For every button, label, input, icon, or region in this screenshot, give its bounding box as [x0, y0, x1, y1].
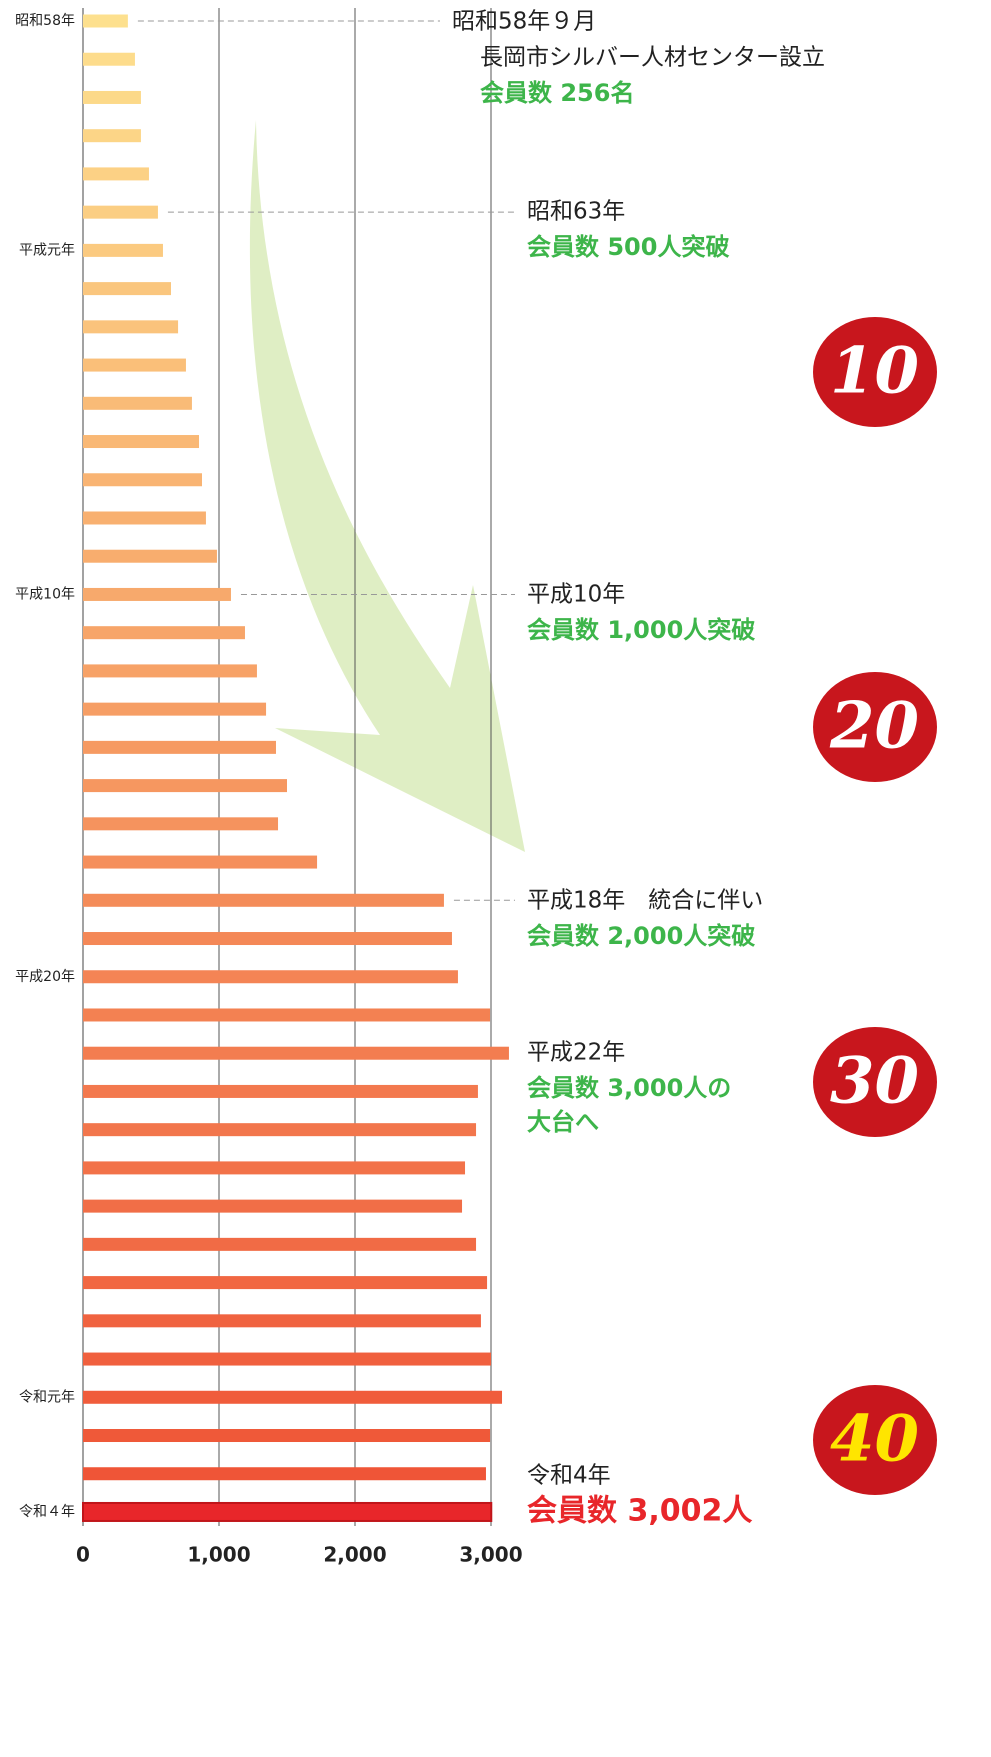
bar — [83, 15, 128, 28]
bar — [83, 932, 452, 945]
annotation-highlight: 会員数 256名 — [480, 79, 634, 107]
bar — [83, 664, 257, 677]
bar — [83, 397, 192, 410]
bar — [83, 856, 317, 869]
bar — [83, 970, 458, 983]
x-tick-label: 1,000 — [187, 1543, 250, 1567]
annotation-text: 昭和63年 — [527, 199, 625, 225]
y-tick-label: 昭和58年 — [15, 13, 75, 29]
bar — [83, 1314, 481, 1327]
y-tick-label: 平成10年 — [15, 586, 75, 602]
bar — [83, 741, 276, 754]
bar — [83, 53, 135, 66]
bar — [83, 626, 245, 639]
annotation-highlight: 会員数 2,000人突破 — [527, 922, 755, 950]
annotation-text: 令和4年 — [527, 1463, 611, 1489]
x-tick-label: 0 — [76, 1543, 90, 1567]
annotation-text: 昭和58年９月 — [452, 9, 596, 35]
bar — [83, 1353, 491, 1366]
bar — [83, 1161, 465, 1174]
badge-text: 40 — [830, 1402, 919, 1477]
y-tick-label: 平成元年 — [19, 242, 75, 258]
x-tick-label: 2,000 — [323, 1543, 386, 1567]
bar — [83, 473, 202, 486]
annotation-highlight: 会員数 1,000人突破 — [527, 616, 755, 644]
bar — [83, 1238, 476, 1251]
bar — [83, 703, 266, 716]
y-tick-label: 令和元年 — [19, 1389, 75, 1405]
y-tick-label: 令和４年 — [19, 1504, 75, 1520]
annotation-text: 平成22年 — [527, 1040, 625, 1066]
annotation-highlight: 大台へ — [527, 1108, 599, 1136]
bar — [83, 320, 178, 333]
bar — [83, 1085, 478, 1098]
annotation-highlight: 会員数 3,000人の — [527, 1074, 731, 1102]
bar — [83, 282, 171, 295]
bar — [83, 435, 199, 448]
bar — [83, 91, 141, 104]
bar — [83, 1276, 487, 1289]
chart: 0 1,000 2,000 3,000 昭和58年平成元年平成10年平成20年令和元年令… — [0, 0, 991, 1757]
bar — [83, 1467, 486, 1480]
bar — [83, 779, 287, 792]
bar — [83, 129, 141, 142]
annotation-text: 長岡市シルバー人材センター設立 — [480, 45, 825, 71]
bar — [83, 894, 444, 907]
annotation-text: 平成10年 — [527, 582, 625, 608]
bar — [83, 550, 217, 563]
bar — [83, 167, 149, 180]
bar — [83, 244, 163, 257]
bar — [83, 1391, 502, 1404]
bar — [83, 1429, 490, 1442]
bar — [83, 817, 278, 830]
annotation-highlight: 会員数 500人突破 — [527, 233, 729, 261]
x-tick-label: 3,000 — [459, 1543, 522, 1567]
bar — [83, 1123, 476, 1136]
badge-text: 30 — [830, 1044, 919, 1119]
annotation-highlight: 会員数 3,002人 — [527, 1494, 752, 1529]
bar — [83, 1200, 462, 1213]
badge-text: 10 — [830, 334, 919, 409]
bar — [83, 1008, 490, 1021]
bar — [83, 1047, 509, 1060]
trend-arrow — [250, 120, 525, 852]
bar — [83, 511, 206, 524]
badge-text: 20 — [829, 689, 919, 764]
bar — [83, 588, 231, 601]
annotation-text: 平成18年 統合に伴い — [527, 888, 763, 914]
bar — [83, 359, 186, 372]
y-tick-label: 平成20年 — [15, 969, 75, 985]
bar — [83, 206, 158, 219]
bar — [83, 1503, 491, 1521]
